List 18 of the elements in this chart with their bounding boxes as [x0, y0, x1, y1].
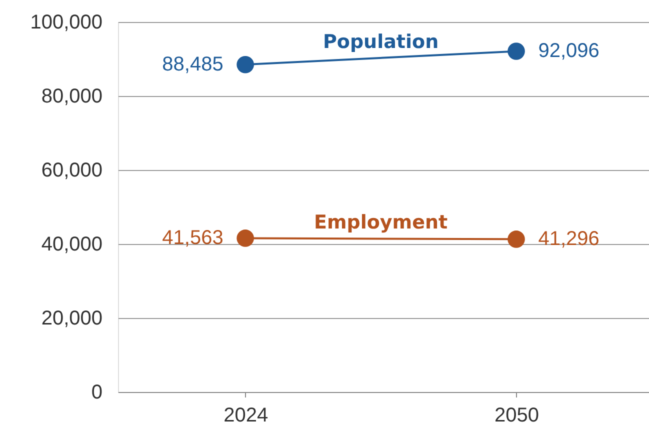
- point: [508, 42, 525, 60]
- x-tick-label: 2024: [224, 404, 268, 426]
- data-label: 88,485: [162, 54, 224, 76]
- x-tick-label: 2050: [494, 404, 539, 426]
- y-tick-label: 80,000: [41, 86, 102, 108]
- point: [236, 230, 254, 247]
- data-label: 41,296: [538, 228, 600, 250]
- data-label: 92,096: [538, 40, 600, 62]
- y-tick-label: 60,000: [41, 160, 102, 182]
- y-tick-label: 20,000: [41, 308, 102, 330]
- y-tick-label: 100,000: [30, 12, 102, 34]
- series-label: Employment: [314, 212, 448, 234]
- series-label: Population: [322, 30, 439, 53]
- data-label: 41,563: [162, 227, 224, 250]
- point: [236, 56, 254, 74]
- y-tick-label: 0: [91, 382, 102, 404]
- y-tick-label: 40,000: [41, 234, 102, 256]
- point: [508, 230, 525, 248]
